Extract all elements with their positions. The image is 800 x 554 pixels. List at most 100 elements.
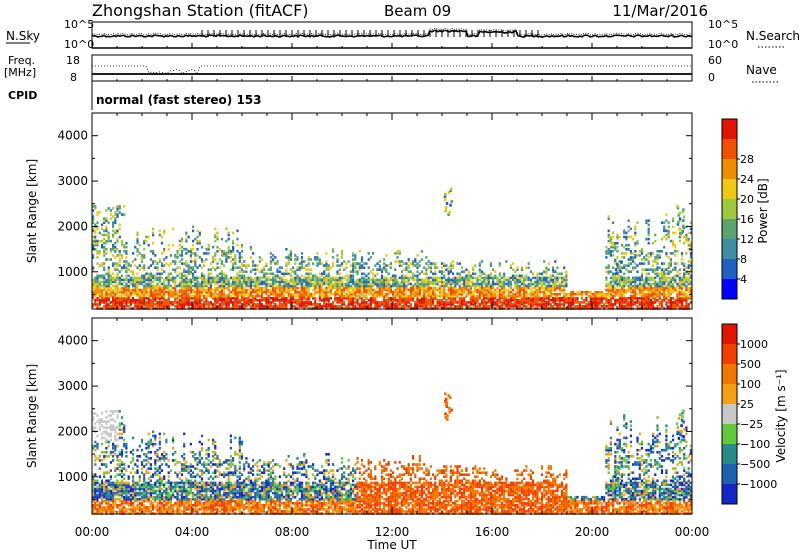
scatter-cell xyxy=(212,276,215,280)
scatter-cell xyxy=(412,272,415,276)
scatter-cell xyxy=(629,284,632,288)
scatter-cell xyxy=(167,288,170,292)
scatter-cell xyxy=(549,276,552,280)
scatter-cell xyxy=(285,288,288,292)
scatter-cell xyxy=(652,288,655,292)
scatter-cell xyxy=(256,294,259,298)
scatter-cell xyxy=(103,217,106,220)
scatter-cell xyxy=(338,278,341,282)
scatter-cell xyxy=(498,292,501,296)
scatter-cell xyxy=(152,250,155,253)
scatter-cell xyxy=(263,297,266,300)
scatter-cell xyxy=(387,272,390,276)
scatter-cell xyxy=(220,299,224,302)
scatter-cell xyxy=(572,301,575,304)
scatter-cell xyxy=(336,278,339,282)
scatter-cell xyxy=(649,254,652,257)
scatter-cell xyxy=(676,303,679,306)
scatter-cell xyxy=(109,239,112,243)
scatter-cell xyxy=(592,297,595,300)
scatter-cell xyxy=(478,305,481,308)
scatter-cell xyxy=(292,276,295,280)
scatter-cell xyxy=(147,266,150,269)
scatter-cell xyxy=(274,297,277,300)
scatter-cell xyxy=(363,272,366,276)
scatter-cell xyxy=(396,303,399,306)
scatter-cell xyxy=(469,280,472,284)
scatter-cell xyxy=(452,260,455,263)
scatter-cell xyxy=(498,262,501,265)
scatter-cell xyxy=(677,213,680,217)
scatter-cell xyxy=(194,292,197,296)
scatter-cell xyxy=(489,288,492,292)
scatter-cell xyxy=(334,280,337,284)
scatter-cell xyxy=(156,288,159,292)
scatter-cell xyxy=(425,299,428,302)
scatter-cell xyxy=(412,297,415,300)
scatter-cell xyxy=(658,297,661,300)
scatter-cell xyxy=(614,262,617,265)
scatter-cell xyxy=(443,264,446,267)
scatter-cell xyxy=(200,245,204,249)
scatter-cell xyxy=(194,276,197,280)
scatter-cell xyxy=(267,284,270,288)
scatter-cell xyxy=(423,299,426,302)
scatter-cell xyxy=(325,282,328,286)
scatter-cell xyxy=(189,270,192,273)
scatter-cell xyxy=(518,276,521,280)
scatter-cell xyxy=(303,260,306,263)
scatter-cell xyxy=(285,280,288,284)
scatter-cell xyxy=(552,305,555,308)
scatter-cell xyxy=(682,226,686,230)
scatter-cell xyxy=(318,280,321,284)
scatter-cell xyxy=(667,225,670,229)
scatter-cell xyxy=(343,286,346,290)
scatter-cell xyxy=(163,231,166,235)
scatter-cell xyxy=(107,483,110,487)
scatter-cell xyxy=(665,294,668,298)
scatter-cell xyxy=(680,301,684,304)
scatter-cell xyxy=(112,290,115,294)
scatter-cell xyxy=(136,303,139,306)
scatter-cell xyxy=(416,274,419,278)
scatter-cell xyxy=(187,272,190,276)
scatter-cell xyxy=(229,301,232,304)
scatter-cell xyxy=(689,256,692,259)
scatter-cell xyxy=(143,239,146,243)
scatter-cell xyxy=(343,284,346,288)
scatter-cell xyxy=(574,301,577,304)
scatter-cell xyxy=(116,248,119,251)
scatter-cell xyxy=(220,294,224,298)
scatter-cell xyxy=(300,256,304,259)
scatter-cell xyxy=(183,274,186,278)
scatter-cell xyxy=(247,264,250,267)
scatter-cell xyxy=(274,278,277,282)
scatter-cell xyxy=(580,305,584,308)
colorbar-tick-label: 4 xyxy=(740,273,747,286)
scatter-cell xyxy=(365,290,368,294)
scatter-cell xyxy=(689,245,692,249)
scatter-cell xyxy=(260,286,264,290)
scatter-cell xyxy=(118,205,121,208)
scatter-cell xyxy=(672,278,675,282)
scatter-cell xyxy=(343,260,346,263)
scatter-cell xyxy=(609,297,612,300)
scatter-cell xyxy=(194,260,197,263)
scatter-cell xyxy=(98,467,101,470)
scatter-cell xyxy=(254,280,257,284)
scatter-cell xyxy=(423,266,426,269)
scatter-cell xyxy=(269,256,272,259)
scatter-cell xyxy=(669,264,672,267)
scatter-cell xyxy=(478,297,481,300)
scatter-cell xyxy=(109,276,112,280)
scatter-cell xyxy=(160,305,164,308)
scatter-cell xyxy=(96,479,99,483)
scatter-cell xyxy=(94,459,97,462)
scatter-cell xyxy=(420,297,424,300)
scatter-cell xyxy=(676,288,679,292)
scatter-cell xyxy=(158,272,161,276)
scatter-cell xyxy=(629,290,632,294)
scatter-cell xyxy=(223,252,226,255)
scatter-cell xyxy=(540,276,544,280)
scatter-cell xyxy=(105,432,108,436)
